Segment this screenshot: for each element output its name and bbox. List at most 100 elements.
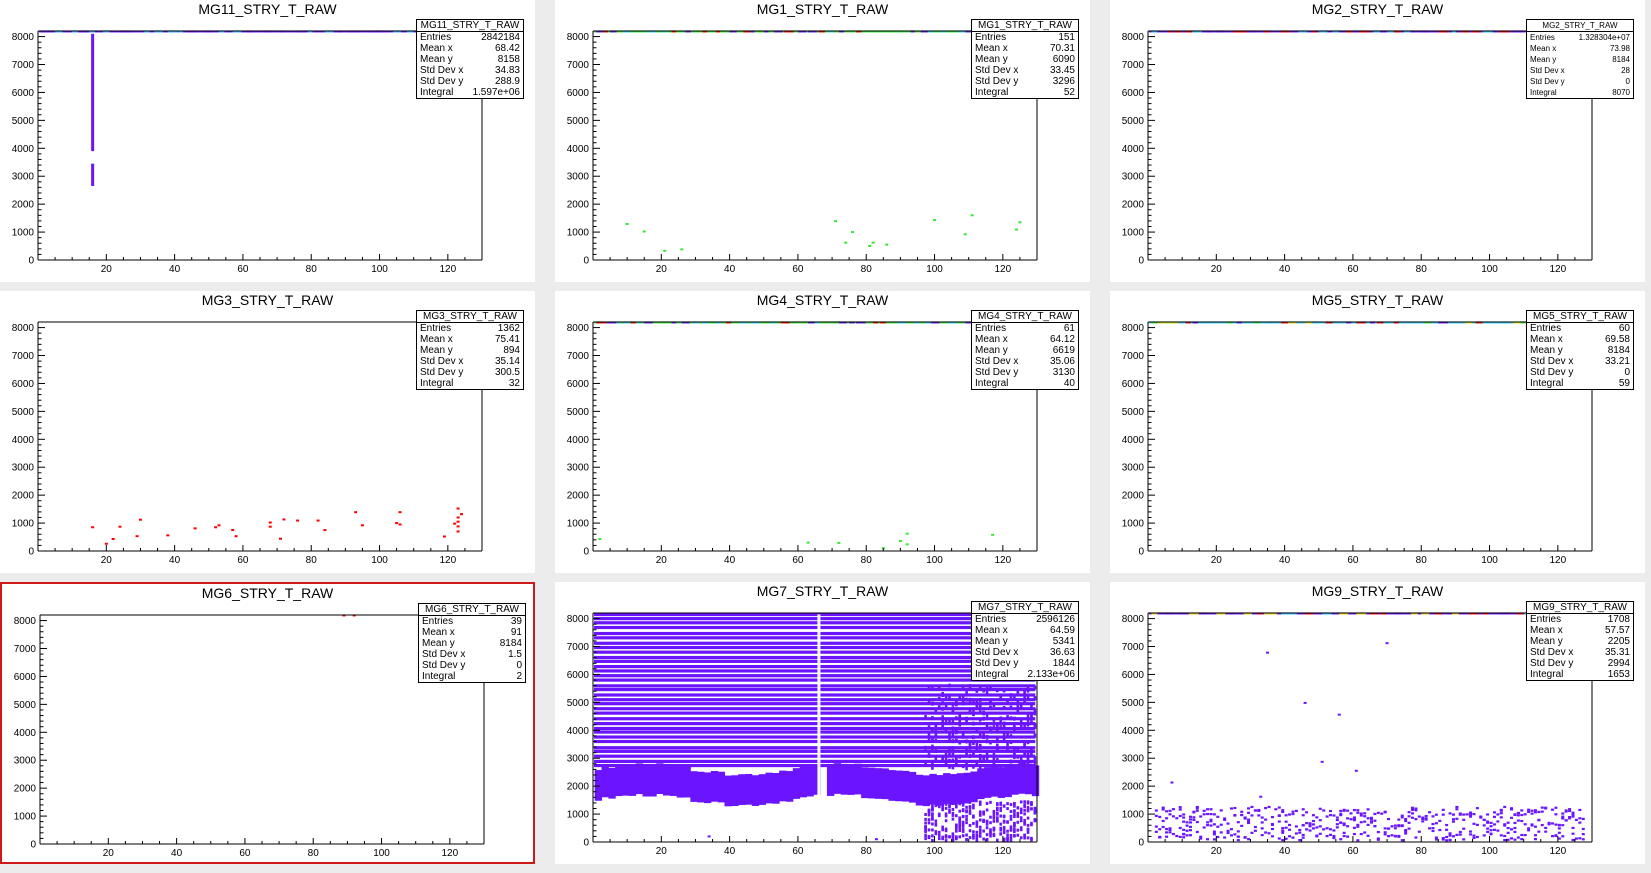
histogram-panel[interactable]: MG4_STRY_T_RAW 20 40 60 80 100 120 0 1000 2000 300… xyxy=(555,291,1090,573)
histogram-panel[interactable]: MG9_STRY_T_RAW 20 40 60 80 100 120 0 1000 2000 300… xyxy=(1110,582,1645,864)
data-cell xyxy=(961,701,965,706)
data-cell xyxy=(1185,824,1189,827)
data-cell xyxy=(948,747,951,752)
data-cell xyxy=(1019,807,1023,811)
data-cell xyxy=(1472,834,1476,837)
stats-box[interactable]: MG1_STRY_T_RAW Entries 151 Mean x 70.31 Mean … xyxy=(971,19,1079,99)
stats-box[interactable]: MG2_STRY_T_RAW Entries 1.328304e+07 Mean x 7… xyxy=(1526,19,1634,99)
histogram-panel[interactable]: MG5_STRY_T_RAW 20 40 60 80 100 120 0 1000 2000 300… xyxy=(1110,291,1645,573)
stats-box[interactable]: MG7_STRY_T_RAW Entries 2596126 Mean x 64.59 M… xyxy=(971,601,1079,681)
data-point xyxy=(885,243,889,246)
stats-label: Std Dev x xyxy=(975,65,1019,76)
data-cell xyxy=(1260,834,1264,837)
histogram-panel[interactable]: MG1_STRY_T_RAW 20 40 60 80 100 120 0 1000 2000 300… xyxy=(555,0,1090,282)
y-tick-label: 4000 xyxy=(567,144,590,155)
data-cell xyxy=(1030,823,1033,827)
stats-box[interactable]: MG3_STRY_T_RAW Entries 1362 Mean x 75.41 Mean… xyxy=(416,310,524,390)
histogram-panel[interactable]: MG7_STRY_T_RAW 20 40 60 80 100 120 0 1000 2000 300… xyxy=(555,582,1090,864)
stats-row: Std Dev x 35.06 xyxy=(972,356,1078,367)
data-cell xyxy=(1019,800,1023,804)
data-cell xyxy=(1462,827,1466,830)
data-cell xyxy=(1431,815,1435,818)
data-cell xyxy=(1277,820,1281,823)
stats-label: Mean y xyxy=(1530,636,1563,647)
data-cell xyxy=(1013,829,1016,833)
heatmap-plot: 20 40 60 80 100 120 0 1000 2000 3000 4000 5000 6000 7… xyxy=(12,30,483,275)
data-cell xyxy=(1291,812,1295,816)
data-cell xyxy=(985,716,989,721)
histogram-panel[interactable]: MG2_STRY_T_RAW 20 40 60 80 100 120 0 1000 2000 300… xyxy=(1110,0,1645,282)
data-cell xyxy=(1006,807,1009,811)
data-cell xyxy=(1475,823,1479,826)
data-cell xyxy=(944,802,948,806)
stats-box[interactable]: MG9_STRY_T_RAW Entries 1708 Mean x 57.57 Mean… xyxy=(1526,601,1634,681)
data-cell-band xyxy=(785,771,794,802)
histogram-panel[interactable]: MG11_STRY_T_RAW 20 40 60 80 100 120 0 1000 2000 30… xyxy=(0,0,535,282)
stats-box[interactable]: MG6_STRY_T_RAW Entries 39 Mean x 91 Mean y 818… xyxy=(418,603,526,683)
data-cell xyxy=(958,754,962,759)
stats-box[interactable]: MG4_STRY_T_RAW Entries 61 Mean x 64.12 Mean y… xyxy=(971,310,1079,390)
data-cell xyxy=(1342,822,1346,825)
data-cell xyxy=(989,831,992,835)
data-cell xyxy=(1414,818,1418,821)
data-cell xyxy=(996,743,999,748)
data-cell xyxy=(1332,834,1336,838)
data-cell xyxy=(1568,817,1572,820)
stats-value: 8158 xyxy=(497,54,520,65)
data-point xyxy=(268,521,272,524)
data-cell xyxy=(989,705,992,710)
data-cell xyxy=(1370,816,1373,819)
data-cell xyxy=(1428,811,1432,814)
data-point xyxy=(282,518,286,521)
data-cell xyxy=(978,834,982,838)
data-cell xyxy=(937,800,941,804)
data-cell xyxy=(1243,816,1247,820)
data-cell xyxy=(1250,814,1254,817)
data-cell-band xyxy=(669,765,678,796)
data-cell xyxy=(1390,834,1394,837)
data-cell xyxy=(1288,835,1292,838)
stats-box[interactable]: MG5_STRY_T_RAW Entries 60 Mean x 69.58 Mean y… xyxy=(1526,310,1634,390)
histogram-panel[interactable]: MG6_STRY_T_RAW 20 40 60 80 100 120 0 1000 2000 300… xyxy=(0,582,535,864)
y-tick-label: 3000 xyxy=(567,463,590,474)
data-cell xyxy=(944,806,948,810)
data-point xyxy=(1018,221,1022,224)
data-point xyxy=(316,519,320,522)
data-cell xyxy=(1383,833,1387,836)
data-cell-band xyxy=(1025,763,1033,795)
data-cell-band xyxy=(1018,763,1026,794)
data-cell xyxy=(1448,839,1452,842)
x-tick-label: 60 xyxy=(239,848,251,859)
stats-box-title: MG7_STRY_T_RAW xyxy=(972,602,1078,614)
stats-value: 1844 xyxy=(1052,658,1075,669)
stats-box[interactable]: MG11_STRY_T_RAW Entries 2842184 Mean x 68.42… xyxy=(416,19,524,99)
data-point xyxy=(360,524,364,527)
stats-row: Mean y 5341 xyxy=(972,636,1078,647)
stats-value: 64.12 xyxy=(1049,334,1075,345)
data-cell xyxy=(1030,803,1033,807)
data-cell xyxy=(1472,822,1476,825)
stats-label: Mean x xyxy=(420,43,453,54)
data-cell xyxy=(961,809,965,813)
histogram-panel[interactable]: MG3_STRY_T_RAW 20 40 60 80 100 120 0 1000 2000 300… xyxy=(0,291,535,573)
data-cell xyxy=(1277,806,1281,809)
data-cell-row xyxy=(594,631,1036,636)
x-tick-label: 40 xyxy=(724,264,736,275)
data-cell xyxy=(1366,823,1370,827)
data-cell xyxy=(1410,808,1414,811)
data-cell xyxy=(1033,696,1037,701)
stats-row: Mean y 2205 xyxy=(1527,636,1633,647)
y-tick-label: 5000 xyxy=(1122,407,1145,418)
data-cell xyxy=(1202,809,1206,812)
stats-value: 5341 xyxy=(1052,636,1075,647)
data-cell xyxy=(978,685,982,690)
data-point xyxy=(871,241,875,244)
data-cell xyxy=(1503,805,1507,809)
data-cell xyxy=(1281,827,1285,830)
data-cell xyxy=(1431,822,1435,826)
stats-row: Std Dev y 3130 xyxy=(972,367,1078,378)
data-cell xyxy=(927,732,931,737)
data-cell xyxy=(982,819,985,823)
stats-row: Mean y 894 xyxy=(417,345,523,356)
data-cell xyxy=(1445,839,1449,842)
